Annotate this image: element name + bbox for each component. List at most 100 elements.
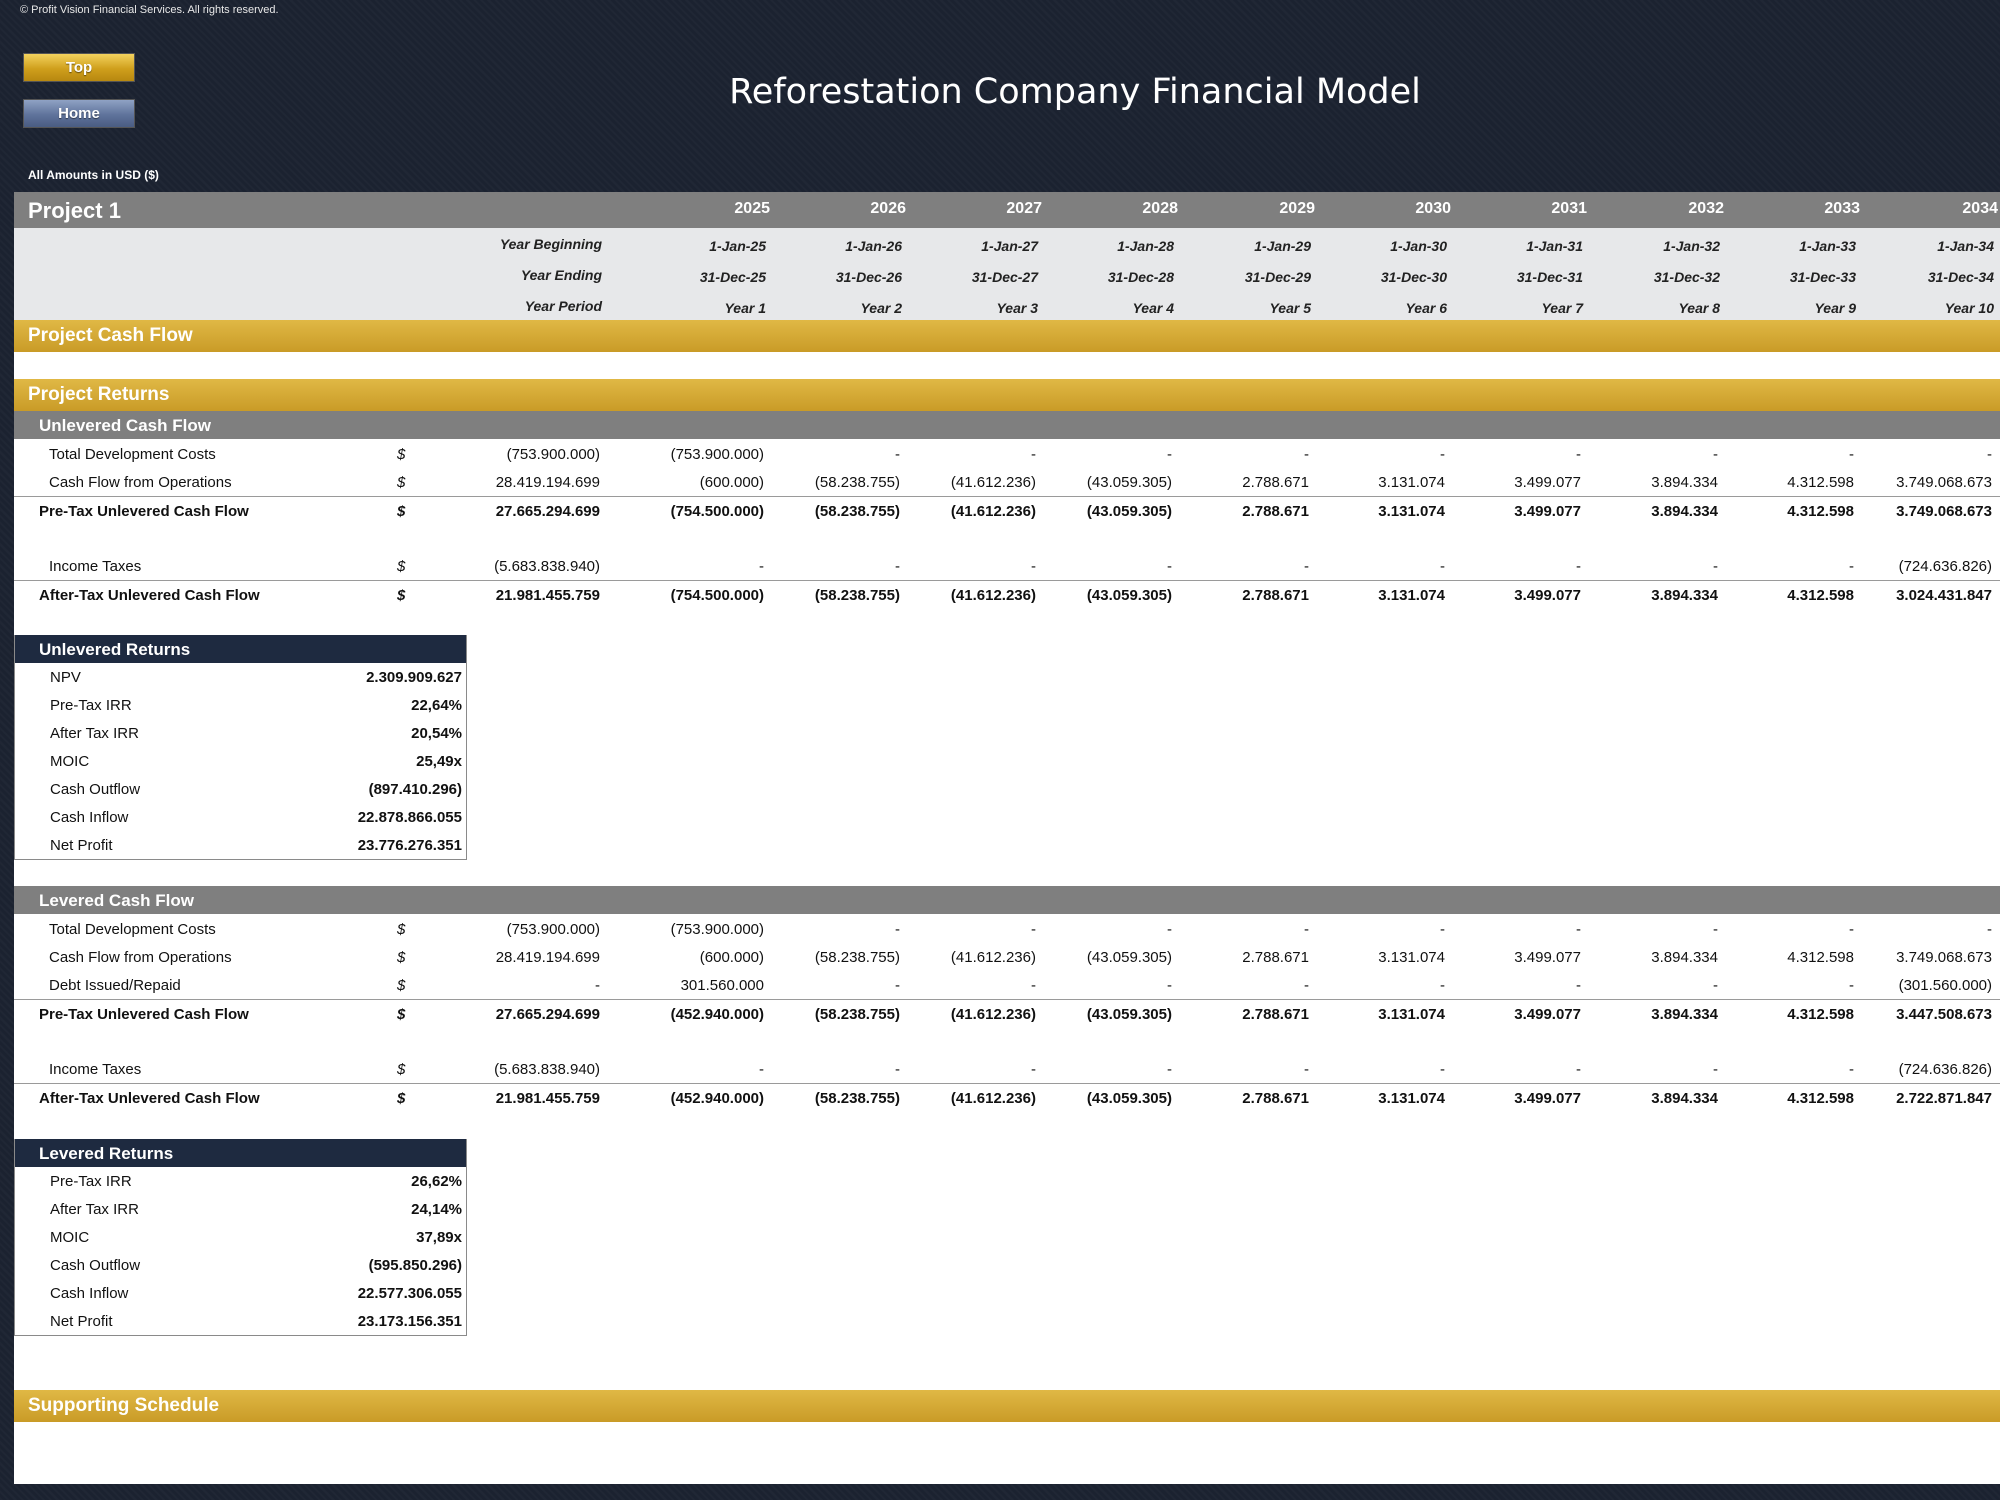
- cell-2031: 3.499.077: [1514, 949, 1581, 966]
- cell-2026: (58.238.755): [814, 503, 900, 520]
- cell-2026: (58.238.755): [814, 474, 900, 491]
- cell-2029: 2.788.671: [1242, 503, 1309, 520]
- cell-2026: (58.238.755): [814, 1090, 900, 1107]
- year-period-2031: Year 7: [1541, 300, 1583, 316]
- cell-2032: -: [1713, 1061, 1718, 1078]
- cell-2029: 2.788.671: [1242, 949, 1309, 966]
- return-row: Cash Outflow (897.410.296): [15, 775, 466, 803]
- year-header-2027: 2027: [1006, 200, 1042, 217]
- cell-2032: 3.894.334: [1651, 949, 1718, 966]
- page-title: Reforestation Company Financial Model: [729, 72, 1421, 112]
- return-row: Cash Inflow 22.878.866.055: [15, 803, 466, 831]
- cell-2027: -: [1031, 921, 1036, 938]
- cell-2027: (41.612.236): [950, 587, 1036, 604]
- cell-2028: (43.059.305): [1086, 1006, 1172, 1023]
- levered-cash-flow-band: Levered Cash Flow: [14, 886, 2000, 914]
- year-ending-2034: 31-Dec-34: [1927, 269, 1994, 285]
- cell-2029: -: [1304, 1061, 1309, 1078]
- return-label: Net Profit: [50, 837, 113, 854]
- return-label: Cash Outflow: [50, 1257, 141, 1274]
- cell-2034: (301.560.000): [1898, 977, 1992, 994]
- year-beginning-2033: 1-Jan-33: [1799, 238, 1856, 254]
- row-label: Pre-Tax Unlevered Cash Flow: [39, 1006, 249, 1023]
- return-row: After Tax IRR 24,14%: [15, 1195, 466, 1223]
- cell-2029: -: [1304, 977, 1309, 994]
- return-row: MOIC 25,49x: [15, 747, 466, 775]
- year-beginning-2031: 1-Jan-31: [1526, 238, 1583, 254]
- cell-2025: (600.000): [699, 949, 764, 966]
- return-value: 2.309.909.627: [366, 669, 462, 686]
- cell-2027: -: [1031, 446, 1036, 463]
- currency-symbol: $: [397, 1061, 406, 1078]
- top-button[interactable]: Top: [23, 53, 135, 82]
- cell-2033: -: [1849, 558, 1854, 575]
- levered-returns-header: Levered Returns: [15, 1139, 466, 1167]
- row-label: Total Development Costs: [49, 446, 216, 463]
- amounts-note: All Amounts in USD ($): [28, 168, 159, 182]
- currency-symbol: $: [397, 1006, 406, 1023]
- return-row: MOIC 37,89x: [15, 1223, 466, 1251]
- year-beginning-2025: 1-Jan-25: [709, 238, 766, 254]
- row-label: Cash Flow from Operations: [49, 474, 232, 491]
- return-value: (595.850.296): [368, 1257, 462, 1274]
- spreadsheet-area: Project 1 2025 2026 2027 2028 2029 2030 2031 20…: [14, 192, 2000, 1484]
- row-total: (753.900.000): [506, 921, 600, 938]
- cell-2026: -: [895, 558, 900, 575]
- cell-2031: 3.499.077: [1514, 1006, 1581, 1023]
- levered-returns-box: Levered Returns Pre-Tax IRR 26,62% After T…: [14, 1139, 467, 1336]
- supporting-schedule-title: Supporting Schedule: [28, 1395, 220, 1416]
- cell-2030: 3.131.074: [1378, 474, 1445, 491]
- cell-2030: -: [1440, 1061, 1445, 1078]
- project-name: Project 1: [28, 198, 121, 223]
- cell-2034: 3.749.068.673: [1896, 949, 1992, 966]
- cell-2033: -: [1849, 977, 1854, 994]
- return-value: 37,89x: [416, 1229, 462, 1246]
- cell-2031: 3.499.077: [1514, 1090, 1581, 1107]
- year-period-2025: Year 1: [724, 300, 766, 316]
- return-value: 25,49x: [416, 753, 462, 770]
- cell-2028: (43.059.305): [1086, 503, 1172, 520]
- cell-2034: 2.722.871.847: [1896, 1090, 1992, 1107]
- cell-2034: -: [1987, 446, 1992, 463]
- cell-2031: -: [1576, 977, 1581, 994]
- cell-2032: -: [1713, 446, 1718, 463]
- home-button[interactable]: Home: [23, 99, 135, 128]
- row-label: Total Development Costs: [49, 921, 216, 938]
- project-header-band: Project 1 2025 2026 2027 2028 2029 2030 2031 20…: [14, 192, 2000, 228]
- unlevered-cash-flow-title: Unlevered Cash Flow: [39, 416, 211, 435]
- cell-2025: -: [759, 1061, 764, 1078]
- cell-2030: 3.131.074: [1378, 1006, 1445, 1023]
- return-label: Cash Outflow: [50, 781, 141, 798]
- year-header-2026: 2026: [870, 200, 906, 217]
- return-label: MOIC: [50, 1229, 90, 1246]
- row-label: Income Taxes: [49, 1061, 142, 1078]
- currency-symbol: $: [397, 558, 406, 575]
- currency-symbol: $: [397, 587, 406, 604]
- year-header-2031: 2031: [1551, 200, 1587, 217]
- cell-2029: -: [1304, 921, 1309, 938]
- year-ending-2031: 31-Dec-31: [1516, 269, 1583, 285]
- year-header-2028: 2028: [1142, 200, 1178, 217]
- year-beginning-label: Year Beginning: [499, 236, 602, 252]
- cell-2029: 2.788.671: [1242, 1090, 1309, 1107]
- cell-2030: -: [1440, 558, 1445, 575]
- cell-2032: 3.894.334: [1651, 1006, 1718, 1023]
- row-label: Pre-Tax Unlevered Cash Flow: [39, 503, 249, 520]
- cell-2026: -: [895, 446, 900, 463]
- row-total: -: [595, 977, 600, 994]
- year-ending-2026: 31-Dec-26: [835, 269, 902, 285]
- return-value: (897.410.296): [368, 781, 462, 798]
- cell-2025: (600.000): [699, 474, 764, 491]
- cell-2027: (41.612.236): [950, 1090, 1036, 1107]
- unlevered-returns-box: Unlevered Returns NPV 2.309.909.627 Pre-Ta…: [14, 635, 467, 860]
- row-total: 27.665.294.699: [495, 503, 600, 520]
- cell-2030: 3.131.074: [1378, 949, 1445, 966]
- currency-symbol: $: [397, 1090, 406, 1107]
- cell-2028: (43.059.305): [1086, 949, 1172, 966]
- year-period-2032: Year 8: [1678, 300, 1720, 316]
- cell-2032: 3.894.334: [1651, 474, 1718, 491]
- row-total: 21.981.455.759: [495, 587, 600, 604]
- return-value: 22,64%: [411, 697, 462, 714]
- return-value: 23.173.156.351: [357, 1313, 462, 1330]
- cell-2031: 3.499.077: [1514, 503, 1581, 520]
